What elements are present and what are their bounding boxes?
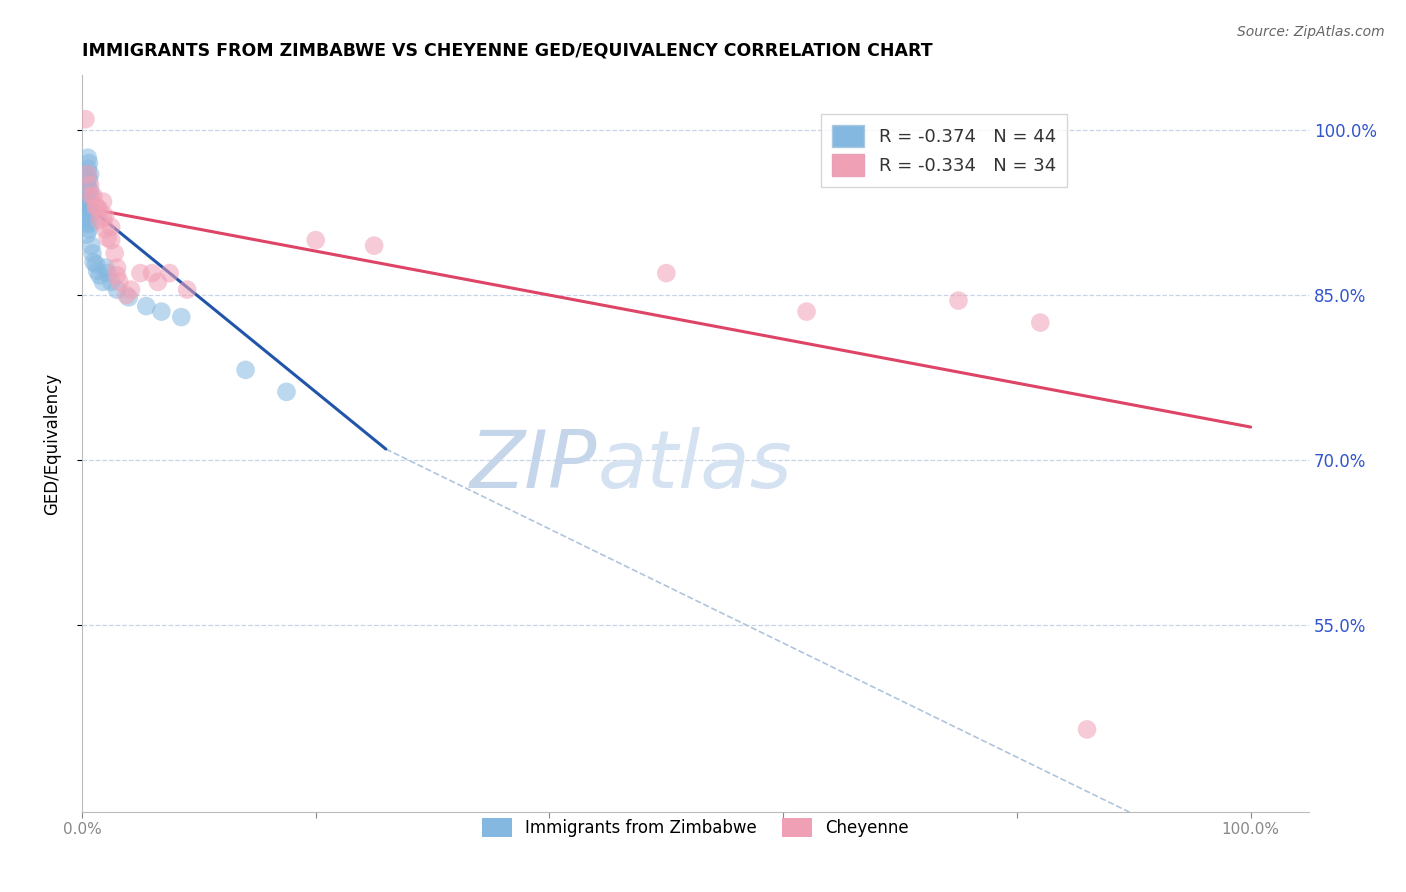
Point	[73, 167, 96, 181]
Text: IMMIGRANTS FROM ZIMBABWE VS CHEYENNE GED/EQUIVALENCY CORRELATION CHART: IMMIGRANTS FROM ZIMBABWE VS CHEYENNE GED…	[82, 42, 932, 60]
Point	[75, 112, 97, 127]
Point	[146, 275, 169, 289]
Point	[79, 217, 101, 231]
Point	[135, 299, 157, 313]
Point	[91, 194, 114, 209]
Point	[97, 231, 120, 245]
Point	[100, 219, 122, 234]
Point	[76, 227, 98, 242]
Point	[89, 213, 111, 227]
Point	[77, 156, 100, 170]
Point	[235, 363, 257, 377]
Point	[948, 293, 970, 308]
Point	[1029, 316, 1052, 330]
Text: Source: ZipAtlas.com: Source: ZipAtlas.com	[1237, 25, 1385, 39]
Point	[305, 233, 328, 247]
Point	[363, 238, 385, 252]
Point	[82, 246, 104, 260]
Point	[159, 266, 181, 280]
Point	[79, 200, 101, 214]
Point	[76, 161, 98, 176]
Point	[75, 194, 97, 209]
Point	[76, 191, 98, 205]
Point	[94, 209, 117, 223]
Point	[75, 178, 97, 193]
Point	[80, 238, 103, 252]
Point	[89, 268, 111, 283]
Point	[76, 184, 98, 198]
Point	[105, 268, 128, 283]
Point	[83, 255, 105, 269]
Point	[796, 304, 818, 318]
Point	[75, 211, 97, 226]
Point	[76, 169, 98, 184]
Legend: Immigrants from Zimbabwe, Cheyenne: Immigrants from Zimbabwe, Cheyenne	[475, 812, 915, 844]
Point	[76, 151, 98, 165]
Point	[115, 288, 138, 302]
Point	[94, 222, 117, 236]
Point	[150, 304, 173, 318]
Point	[77, 172, 100, 186]
Point	[176, 283, 198, 297]
Point	[77, 198, 100, 212]
Point	[141, 266, 163, 280]
Point	[104, 246, 127, 260]
Point	[105, 283, 128, 297]
Point	[94, 260, 117, 275]
Point	[108, 275, 131, 289]
Point	[91, 211, 114, 226]
Point	[1076, 723, 1098, 737]
Point	[76, 202, 98, 217]
Point	[89, 202, 111, 217]
Point	[276, 384, 298, 399]
Point	[84, 200, 107, 214]
Text: atlas: atlas	[598, 426, 792, 505]
Point	[75, 189, 97, 203]
Point	[100, 233, 122, 247]
Point	[77, 222, 100, 236]
Point	[76, 167, 98, 181]
Point	[83, 189, 105, 203]
Point	[79, 167, 101, 181]
Point	[655, 266, 678, 280]
Y-axis label: GED/Equivalency: GED/Equivalency	[44, 373, 60, 515]
Text: ZIP: ZIP	[470, 426, 598, 505]
Point	[170, 310, 193, 324]
Point	[84, 257, 107, 271]
Point	[76, 213, 98, 227]
Point	[86, 264, 108, 278]
Point	[79, 178, 101, 193]
Point	[77, 209, 100, 223]
Point	[129, 266, 152, 280]
Point	[118, 290, 141, 304]
Point	[77, 186, 100, 201]
Point	[76, 180, 98, 194]
Point	[80, 189, 103, 203]
Point	[76, 172, 98, 186]
Point	[120, 283, 142, 297]
Point	[91, 275, 114, 289]
Point	[76, 200, 98, 214]
Point	[105, 260, 128, 275]
Point	[97, 266, 120, 280]
Point	[86, 200, 108, 214]
Point	[79, 184, 101, 198]
Point	[76, 217, 98, 231]
Point	[100, 275, 122, 289]
